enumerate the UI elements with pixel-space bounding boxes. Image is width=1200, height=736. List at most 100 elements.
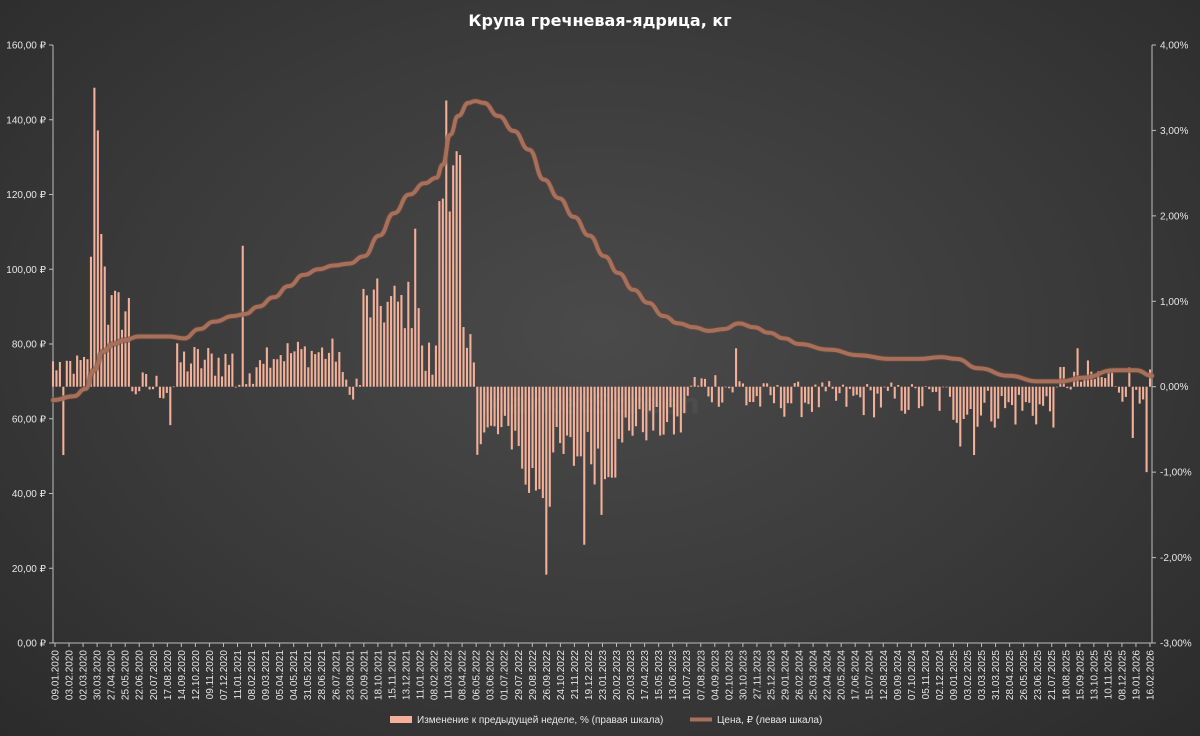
change-bar: [955, 386, 958, 423]
x-tick-label: 25.03.2024: [809, 650, 820, 700]
change-bar: [76, 355, 79, 387]
change-bar: [869, 386, 872, 391]
change-bar: [441, 198, 444, 387]
change-bar: [686, 386, 689, 396]
change-bar: [1024, 386, 1027, 403]
change-bar: [514, 386, 517, 431]
x-tick-label: 28.04.2025: [1005, 650, 1016, 700]
change-bar: [717, 386, 720, 407]
change-bar: [855, 386, 858, 395]
change-bar: [831, 386, 834, 389]
change-bar: [186, 371, 189, 387]
change-bar: [624, 386, 627, 418]
change-bar: [800, 386, 803, 418]
x-tick-label: 20.09.2021: [359, 650, 370, 700]
change-bar: [227, 364, 230, 387]
change-bar: [893, 386, 896, 399]
change-bar: [1124, 386, 1127, 397]
x-tick-label: 27.11.2023: [752, 650, 763, 700]
change-bar: [62, 386, 65, 456]
change-bar: [755, 386, 758, 397]
bar-series: [51, 87, 1152, 575]
change-bar: [1014, 386, 1017, 425]
change-bar: [390, 296, 393, 387]
change-bar: [283, 361, 286, 387]
change-bar: [645, 386, 648, 441]
change-bar: [772, 386, 776, 404]
change-bar: [652, 386, 655, 431]
x-tick-label: 01.07.2022: [500, 650, 511, 700]
change-bar: [89, 256, 92, 387]
change-bar: [1135, 386, 1138, 390]
change-bar: [345, 379, 348, 387]
change-bar: [262, 363, 265, 387]
axes: [52, 45, 1153, 644]
change-bar: [866, 384, 869, 387]
change-bar: [621, 386, 624, 443]
change-bar: [545, 386, 548, 575]
change-bar: [293, 351, 296, 387]
change-bar: [372, 289, 375, 387]
change-bar: [879, 386, 882, 408]
change-bar: [145, 374, 148, 387]
change-bar: [1142, 386, 1145, 400]
change-bar: [459, 155, 462, 387]
change-bar: [1083, 379, 1086, 387]
change-bar: [886, 386, 889, 391]
change-bar: [969, 386, 972, 409]
change-bar: [189, 363, 193, 387]
change-bar: [738, 381, 741, 387]
change-bar: [814, 384, 817, 387]
change-bar: [179, 362, 182, 387]
change-bar: [276, 359, 279, 387]
x-tick-label: 29.07.2022: [514, 650, 525, 700]
right-tick-label: 1,00%: [1160, 297, 1188, 308]
x-tick-label: 25.05.2020: [121, 650, 132, 700]
change-bar: [252, 383, 255, 387]
change-bar: [490, 386, 493, 426]
change-bar: [938, 386, 941, 411]
change-bar: [107, 324, 110, 387]
change-bar: [51, 361, 55, 387]
change-bar: [1069, 386, 1072, 390]
x-tick-label: 20.07.2020: [149, 650, 160, 700]
change-bar: [552, 386, 555, 453]
x-tick-label: 03.03.2025: [977, 650, 988, 700]
change-bar: [196, 349, 199, 387]
x-tick-label: 26.09.2022: [542, 650, 553, 700]
change-bar: [759, 386, 762, 407]
x-tick-label: 09.11.2020: [205, 650, 216, 700]
change-bar: [162, 386, 165, 399]
change-bar: [383, 322, 386, 387]
change-bar: [400, 295, 403, 387]
change-bar: [172, 386, 175, 388]
change-bar: [234, 386, 237, 388]
change-bar: [973, 386, 976, 456]
x-tick-label: 23.08.2021: [345, 650, 356, 700]
change-bar: [134, 386, 137, 395]
change-bar: [221, 376, 224, 387]
right-tick-label: 0,00%: [1160, 382, 1188, 393]
change-bar: [72, 373, 75, 387]
change-bar: [590, 386, 593, 465]
change-bar: [562, 386, 565, 454]
x-tick-label: 30.10.2023: [738, 650, 749, 700]
change-bar: [835, 386, 838, 401]
change-bar: [421, 345, 424, 387]
change-bar: [1007, 386, 1010, 403]
change-bar: [358, 385, 362, 387]
change-bar: [883, 386, 886, 388]
change-bar: [348, 386, 351, 395]
change-bar: [841, 384, 845, 387]
change-bar: [910, 384, 914, 387]
change-bar: [586, 386, 589, 432]
right-tick-label: -3,00%: [1160, 639, 1192, 650]
x-tick-label: 14.09.2020: [177, 650, 188, 700]
change-bar: [603, 386, 606, 480]
right-axis-ticks: -3,00% -2,00% -1,00% 0,00% 1,00% 2,00% 3,00% 4,…: [1152, 41, 1192, 650]
change-bar: [248, 373, 251, 387]
change-bar: [617, 386, 620, 439]
change-bar: [176, 343, 179, 387]
change-bar: [917, 386, 920, 409]
change-bar: [303, 346, 306, 387]
